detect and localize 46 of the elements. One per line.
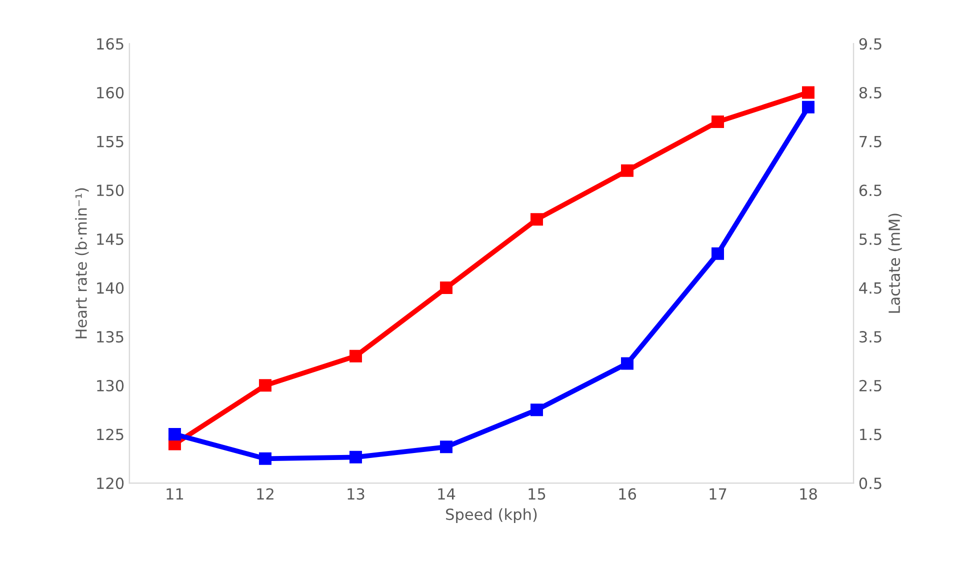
y2-tick-label: 1.5 bbox=[860, 428, 882, 440]
y2-tick-label: 8.5 bbox=[859, 86, 882, 98]
y2-tick-label: 4.5 bbox=[859, 282, 882, 294]
x-tick-label: 18 bbox=[800, 488, 817, 500]
point bbox=[802, 86, 815, 99]
x-axis-title: Speed (kph) bbox=[446, 508, 537, 524]
point bbox=[258, 379, 272, 392]
x-tick-label: 13 bbox=[348, 488, 364, 500]
point bbox=[349, 350, 362, 362]
point bbox=[620, 357, 634, 370]
point bbox=[440, 440, 452, 454]
y2-axis-title: Lactate (mM) bbox=[888, 214, 902, 313]
point bbox=[802, 100, 815, 114]
y-axis-title: Heart rate (b·min⁻¹) bbox=[75, 188, 89, 338]
y-tick-label: 120 bbox=[97, 478, 124, 490]
y-tick-label: 130 bbox=[97, 380, 124, 392]
y2-tick-label: 9.5 bbox=[859, 38, 882, 50]
y2-tick-label: 6.5 bbox=[859, 184, 882, 196]
y-tick-label: 135 bbox=[97, 331, 124, 343]
point bbox=[349, 450, 362, 464]
y-tick-label: 125 bbox=[97, 428, 124, 440]
point bbox=[620, 164, 634, 177]
y2-tick-label: 5.5 bbox=[860, 234, 882, 245]
point bbox=[712, 116, 724, 128]
y-tick-label: 150 bbox=[97, 184, 124, 196]
x-tick-label: 12 bbox=[257, 488, 274, 500]
y-tick-label: 140 bbox=[97, 282, 124, 294]
y2-tick-label: 2.5 bbox=[859, 380, 882, 392]
y-tick-label: 165 bbox=[97, 38, 124, 50]
x-tick-label: 16 bbox=[619, 488, 636, 500]
x-tick-label: 15 bbox=[528, 488, 546, 500]
y2-tick-label: 0.5 bbox=[859, 478, 882, 490]
point bbox=[530, 213, 543, 226]
x-tick-label: 14 bbox=[438, 488, 456, 500]
y2-tick-label: 7.5 bbox=[860, 136, 882, 148]
x-tick-label: 11 bbox=[166, 488, 184, 500]
point bbox=[712, 247, 724, 260]
y-tick-label: 155 bbox=[97, 136, 124, 148]
y-tick-label: 145 bbox=[97, 234, 124, 245]
y2-tick-label: 3.5 bbox=[860, 331, 882, 343]
point bbox=[440, 282, 452, 294]
x-tick-label: 17 bbox=[710, 488, 726, 500]
y-tick-label: 160 bbox=[97, 86, 124, 98]
point bbox=[168, 428, 181, 440]
point bbox=[530, 404, 543, 416]
point bbox=[258, 452, 272, 465]
